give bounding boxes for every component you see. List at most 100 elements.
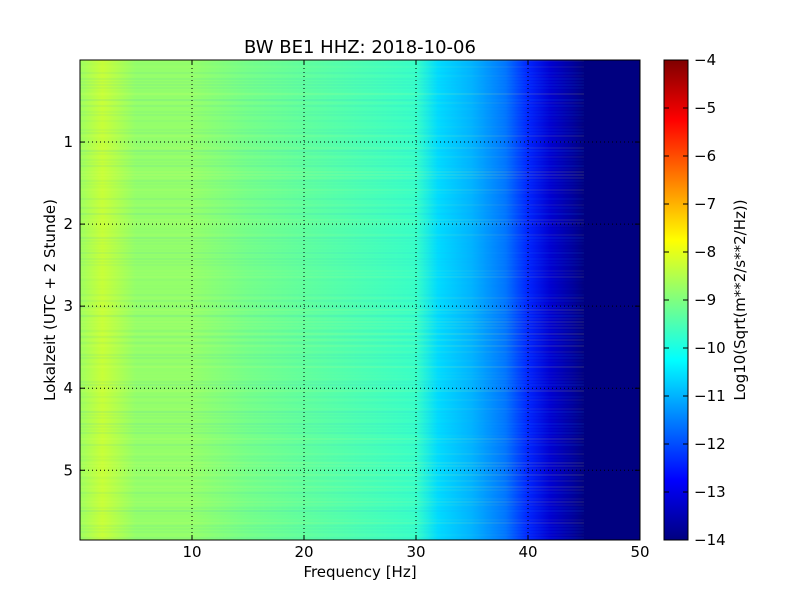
texture-stripe (80, 447, 584, 449)
texture-stripe (80, 240, 584, 242)
x-axis-label: Frequency [Hz] (303, 563, 416, 581)
texture-stripe (80, 105, 584, 107)
texture-stripe (80, 318, 584, 320)
texture-stripe (80, 150, 584, 152)
texture-stripe (80, 153, 584, 155)
texture-stripe (80, 252, 584, 254)
colorbar: −4 −5 −6 −7 −8 −9 −10 −11 −12 −13 −14 Log10(Sqrt(m… (663, 51, 749, 549)
texture-stripe (80, 201, 584, 203)
y-tick-label: 5 (63, 461, 73, 479)
texture-stripe (80, 291, 584, 293)
heatmap-background (80, 60, 640, 540)
colorbar-tick-label: −13 (694, 483, 726, 501)
texture-stripe (80, 237, 584, 239)
texture-stripe (80, 351, 584, 353)
texture-stripe (80, 171, 584, 173)
texture-stripe (80, 381, 584, 383)
colorbar-tick-label: −12 (694, 435, 726, 453)
texture-stripe (80, 177, 584, 179)
x-tick-label: 20 (294, 543, 313, 561)
texture-stripe (80, 408, 584, 410)
texture-stripe (80, 321, 584, 323)
texture-stripe (80, 393, 584, 395)
texture-stripe (80, 456, 584, 458)
x-tick-label: 40 (518, 543, 537, 561)
texture-stripe (80, 180, 584, 182)
texture-stripe (80, 507, 584, 509)
texture-stripe (80, 60, 584, 62)
texture-stripe (80, 174, 584, 176)
texture-stripe (80, 330, 584, 332)
texture-stripe (80, 342, 584, 344)
texture-stripe (80, 69, 584, 71)
texture-stripe (80, 117, 584, 119)
texture-stripe (80, 210, 584, 212)
colorbar-tick-label: −7 (694, 195, 716, 213)
texture-stripe (80, 438, 584, 440)
texture-stripe (80, 369, 584, 371)
texture-stripe (80, 483, 584, 485)
texture-stripe (80, 225, 584, 227)
texture-stripe (80, 135, 584, 137)
texture-stripe (80, 99, 584, 101)
texture-stripe (80, 489, 584, 491)
texture-stripe (80, 138, 584, 140)
texture-stripe (80, 192, 584, 194)
chart-title: BW BE1 HHZ: 2018-10-06 (244, 37, 476, 58)
texture-stripe (80, 465, 584, 467)
texture-stripe (80, 510, 584, 512)
texture-stripe (80, 276, 584, 278)
texture-stripe (80, 78, 584, 80)
texture-stripe (80, 432, 584, 434)
texture-stripe (80, 531, 584, 533)
texture-stripe (80, 114, 584, 116)
texture-stripe (80, 363, 584, 365)
colorbar-tick-label: −5 (694, 99, 716, 117)
texture-stripe (80, 504, 584, 506)
y-tick-label: 2 (63, 215, 73, 233)
texture-stripe (80, 516, 584, 518)
texture-stripe (80, 522, 584, 524)
texture-stripe (80, 297, 584, 299)
y-tick-label: 1 (63, 133, 73, 151)
texture-stripe (80, 213, 584, 215)
texture-stripe (80, 309, 584, 311)
texture-stripe (80, 501, 584, 503)
texture-stripe (80, 111, 584, 113)
texture-stripe (80, 186, 584, 188)
texture-stripe (80, 261, 584, 263)
texture-stripe (80, 108, 584, 110)
texture-stripe (80, 486, 584, 488)
colorbar-tick-label: −11 (694, 387, 726, 405)
texture-stripe (80, 267, 584, 269)
y-axis-label: Lokalzeit (UTC + 2 Stunde) (41, 199, 59, 401)
colorbar-tick-label: −9 (694, 291, 716, 309)
texture-stripe (80, 495, 584, 497)
texture-stripe (80, 345, 584, 347)
texture-stripe (80, 312, 584, 314)
texture-stripe (80, 159, 584, 161)
texture-stripe (80, 423, 584, 425)
texture-stripe (80, 498, 584, 500)
colorbar-tick-label: −14 (694, 531, 726, 549)
texture-stripe (80, 366, 584, 368)
texture-stripe (80, 234, 584, 236)
texture-stripe (80, 414, 584, 416)
colorbar-label: Log10(Sqrt(m**2/s**2/Hz)) (731, 199, 749, 400)
texture-stripe (80, 336, 584, 338)
texture-stripe (80, 441, 584, 443)
texture-stripe (80, 333, 584, 335)
texture-stripe (80, 198, 584, 200)
texture-stripe (80, 354, 584, 356)
texture-stripe (80, 372, 584, 374)
texture-stripe (80, 204, 584, 206)
texture-stripe (80, 285, 584, 287)
texture-stripe (80, 72, 584, 74)
texture-stripe (80, 195, 584, 197)
plot-frame (79, 59, 641, 541)
texture-stripe (80, 519, 584, 521)
texture-stripe (80, 420, 584, 422)
texture-stripe (80, 480, 584, 482)
texture-stripe (80, 84, 584, 86)
